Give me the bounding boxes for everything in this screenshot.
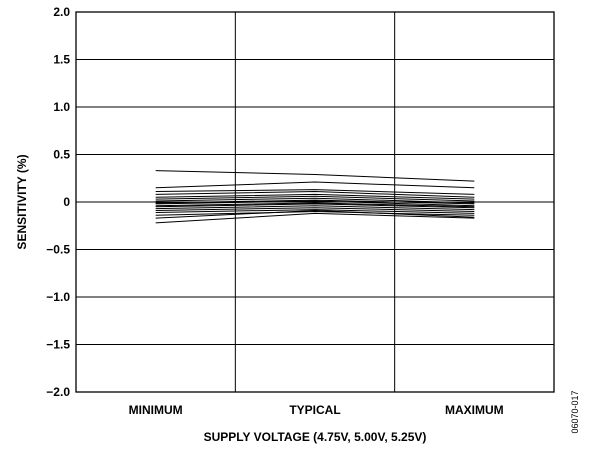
y-tick-labels: 2.0 1.5 1.0 0.5 0 −0.5 −1.0 −1.5 −2.0 bbox=[46, 5, 70, 399]
series-line bbox=[155, 210, 475, 219]
y-tick-label: 1.5 bbox=[53, 53, 70, 67]
y-axis-title: SENSITIVITY (%) bbox=[15, 154, 29, 249]
series-line bbox=[155, 199, 475, 205]
series-line bbox=[155, 205, 475, 211]
series-line bbox=[155, 203, 475, 209]
x-axis-title: SUPPLY VOLTAGE (4.75V, 5.00V, 5.25V) bbox=[204, 430, 427, 444]
series-line bbox=[155, 209, 475, 214]
series-line bbox=[155, 195, 475, 202]
series-line bbox=[155, 191, 475, 198]
series-line bbox=[155, 189, 475, 195]
series-line bbox=[155, 197, 475, 204]
y-tick-label: −1.5 bbox=[46, 338, 70, 352]
y-tick-label: 0.5 bbox=[53, 148, 70, 162]
x-tick-label: TYPICAL bbox=[289, 403, 340, 417]
grid-lines bbox=[76, 11, 554, 393]
y-tick-label: −1.0 bbox=[46, 290, 70, 304]
x-tick-label: MINIMUM bbox=[129, 403, 183, 417]
series-line bbox=[155, 207, 475, 212]
series-line bbox=[155, 210, 475, 216]
figure-id: 06070-017 bbox=[570, 390, 580, 433]
series-line bbox=[155, 200, 475, 207]
y-tick-label: 0 bbox=[63, 195, 70, 209]
series-group bbox=[155, 170, 475, 224]
series-line bbox=[155, 170, 475, 182]
y-tick-label: −2.0 bbox=[46, 385, 70, 399]
series-line bbox=[155, 202, 475, 208]
series-line bbox=[155, 193, 475, 200]
y-tick-label: −0.5 bbox=[46, 243, 70, 257]
series-line bbox=[155, 181, 475, 189]
y-tick-label: 2.0 bbox=[53, 5, 70, 19]
x-tick-label: MAXIMUM bbox=[445, 403, 504, 417]
plot-frame bbox=[75, 11, 555, 393]
y-tick-label: 1.0 bbox=[53, 100, 70, 114]
series-line bbox=[155, 212, 475, 224]
x-tick-labels: MINIMUM TYPICAL MAXIMUM bbox=[129, 403, 504, 417]
